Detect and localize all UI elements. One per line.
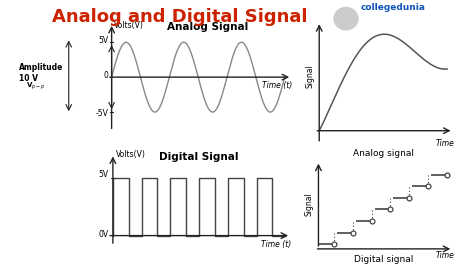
Text: Amplitude: Amplitude (19, 63, 64, 72)
Text: Analog and Digital Signal: Analog and Digital Signal (52, 8, 308, 26)
Text: Time (t): Time (t) (261, 240, 292, 249)
Text: Signal: Signal (305, 64, 314, 88)
Text: Digital signal: Digital signal (354, 255, 414, 264)
Text: -5V: -5V (96, 109, 109, 118)
Text: Volts(V): Volts(V) (116, 150, 146, 159)
Text: Signal: Signal (305, 192, 314, 215)
Text: 5V: 5V (99, 171, 109, 180)
Text: V$_{p-p}$: V$_{p-p}$ (26, 81, 46, 92)
Text: 0V: 0V (99, 230, 109, 239)
Text: 0: 0 (103, 71, 109, 80)
Text: Digital Signal: Digital Signal (159, 152, 239, 162)
Text: Time (t): Time (t) (262, 81, 292, 90)
Text: Time: Time (435, 251, 454, 260)
Text: 10 V: 10 V (19, 74, 38, 83)
Circle shape (334, 7, 358, 30)
Text: Analog Signal: Analog Signal (167, 22, 249, 32)
Text: Time: Time (436, 139, 455, 148)
Text: 5V: 5V (98, 36, 109, 45)
Text: Analog signal: Analog signal (354, 149, 414, 158)
Text: Volts(V): Volts(V) (114, 21, 144, 30)
Text: collegedunia: collegedunia (360, 3, 425, 12)
